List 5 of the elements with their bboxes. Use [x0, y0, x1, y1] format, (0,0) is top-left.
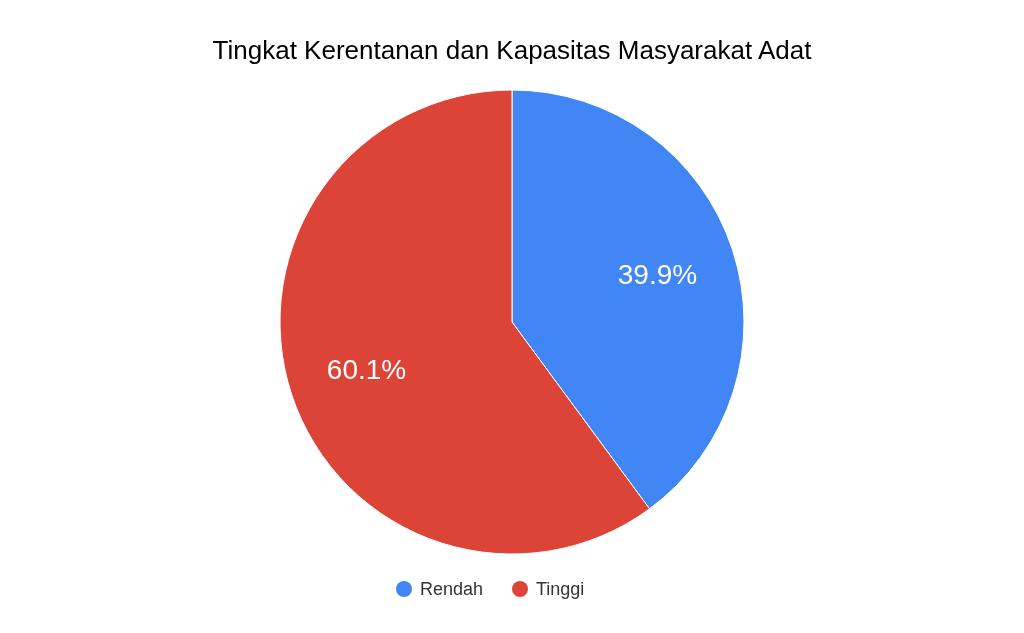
legend-label: Tinggi — [536, 579, 585, 599]
data-label: 60.1% — [326, 354, 407, 386]
data-label: 39.9% — [617, 258, 698, 290]
legend-label: Rendah — [420, 579, 484, 599]
chart-title: Tingkat Kerentanan dan Kapasitas Masyarakat Adat — [212, 35, 813, 65]
